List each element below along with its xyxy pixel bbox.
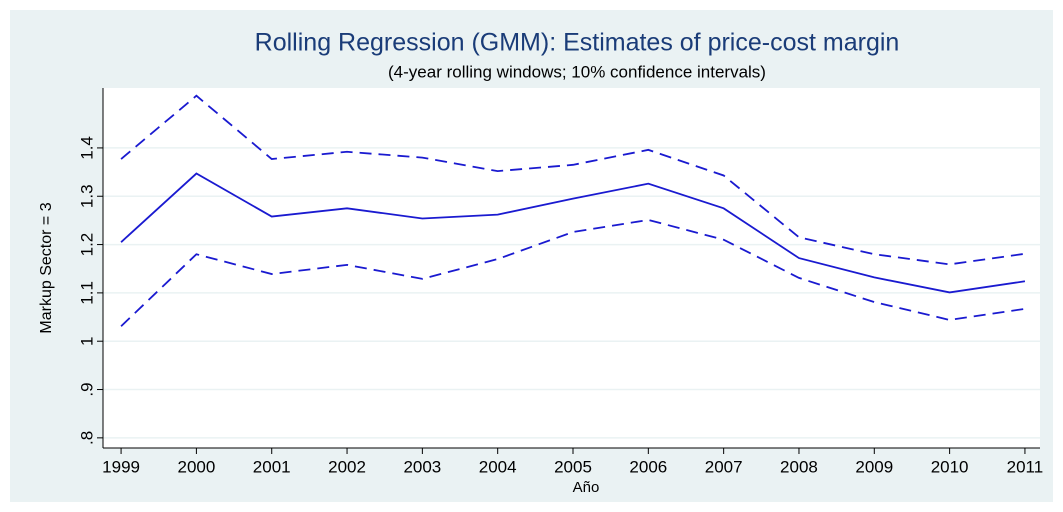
x-tick-label: 2004 <box>479 457 517 476</box>
x-tick-label: 2005 <box>554 457 592 476</box>
y-tick-label: 1.2 <box>77 233 96 257</box>
ci-line <box>120 94 1026 266</box>
x-tick-label: 2006 <box>629 457 667 476</box>
plot-bg <box>103 88 1040 448</box>
y-tick-label: 1.1 <box>77 281 96 305</box>
x-tick-label: 1999 <box>102 457 140 476</box>
y-tick-label: .9 <box>77 382 96 396</box>
ci-line <box>120 219 1026 327</box>
x-tick-label: 2002 <box>328 457 366 476</box>
y-tick-label: 1 <box>77 336 96 345</box>
y-axis-label: Markup Sector = 3 <box>38 202 55 333</box>
x-tick-label: 2010 <box>931 457 969 476</box>
y-tick-label: .8 <box>77 431 96 445</box>
x-tick-label: 2011 <box>1007 457 1044 476</box>
chart-title: Rolling Regression (GMM): Estimates of p… <box>255 29 900 57</box>
x-tick-label: 2009 <box>855 457 893 476</box>
x-tick-label: 2007 <box>705 457 743 476</box>
chart-subtitle: (4-year rolling windows; 10% confidence … <box>388 62 766 81</box>
y-tick-label: 1.3 <box>77 184 96 208</box>
estimate-line <box>120 172 1026 294</box>
x-tick-label: 2008 <box>780 457 818 476</box>
x-tick-label: 2003 <box>403 457 441 476</box>
x-axis-label: Año <box>573 479 600 496</box>
x-tick-label: 2001 <box>253 457 291 476</box>
x-tick-label: 2000 <box>177 457 215 476</box>
y-tick-label: 1.4 <box>77 136 96 160</box>
